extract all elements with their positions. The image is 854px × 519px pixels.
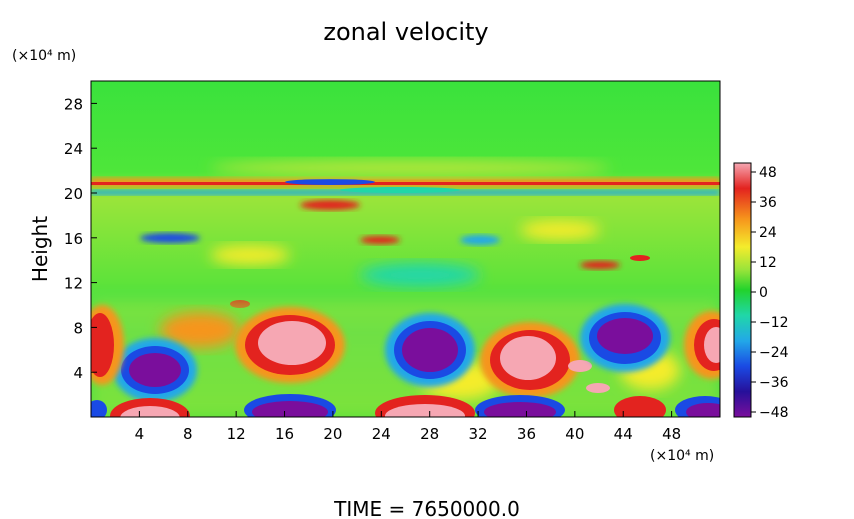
- vortex-neg-3: [580, 304, 670, 372]
- x-tick-label: 20: [323, 425, 342, 443]
- colorbar-tick-label: 24: [759, 225, 777, 241]
- mid-patch-6: [210, 245, 290, 265]
- warm-band-core: [91, 182, 720, 185]
- vortex-pos-left-edge: [91, 305, 124, 385]
- y-tick-label: 12: [64, 275, 83, 293]
- y-tick-label: 16: [64, 230, 83, 248]
- plot-frame: [90, 80, 721, 418]
- x-tick-label: 44: [614, 425, 633, 443]
- mid-patch-1: [300, 200, 360, 210]
- mid-patch-5: [460, 235, 500, 245]
- x-tick-label: 8: [183, 425, 193, 443]
- x-tick-label: 40: [565, 425, 584, 443]
- mid-patch-10: [630, 255, 650, 261]
- y-tick-label: 8: [73, 319, 83, 337]
- vortex-neg-1: [113, 338, 197, 402]
- colorbar-ticks: 48 36 24 12 0 −12 −24 −36 −48: [751, 165, 789, 421]
- colorbar-tick-label: 0: [759, 285, 768, 301]
- colorbar-tick-label: 12: [759, 255, 777, 271]
- x-tick-label: 32: [469, 425, 488, 443]
- y-tick-label: 24: [64, 140, 83, 158]
- vortex-pos-2: [480, 322, 610, 398]
- colorbar-tick-label: 48: [759, 165, 777, 181]
- colorbar-tick-label: 36: [759, 195, 777, 211]
- bottom-pos-3: [614, 396, 666, 417]
- blue-streak-upper: [285, 179, 375, 185]
- colorbar-tick-label: −12: [759, 315, 789, 331]
- x-tick-label: 4: [135, 425, 145, 443]
- y-tick-label: 4: [73, 364, 83, 382]
- y-axis-label: Height: [28, 216, 52, 282]
- x-tick-label: 28: [420, 425, 439, 443]
- bottom-neg-left: [91, 400, 107, 417]
- y-tick-label: 20: [64, 185, 83, 203]
- x-axis: 4 8 12 16 20 24 28 32 36 40 44 48: [135, 411, 681, 443]
- x-tick-label: 12: [227, 425, 246, 443]
- time-label: TIME = 7650000.0: [333, 497, 520, 519]
- bottom-neg-3: [675, 396, 720, 417]
- chart-title: zonal velocity: [323, 18, 488, 46]
- colorbar-tick-label: −36: [759, 375, 789, 391]
- x-tick-label: 48: [662, 425, 681, 443]
- vortex-pos-1: [235, 307, 345, 383]
- bottom-pos-2: [375, 395, 475, 417]
- vortex-neg-2: [385, 313, 475, 387]
- colorbar: 48 36 24 12 0 −12 −24 −36 −48: [733, 162, 789, 421]
- x-tick-label: 36: [517, 425, 536, 443]
- mid-patch-7: [520, 220, 600, 240]
- y-tick-label: 28: [64, 95, 83, 113]
- bottom-neg-2: [475, 395, 565, 417]
- mid-patch-4: [580, 261, 620, 269]
- mid-patch-3: [360, 236, 400, 244]
- colorbar-gradient: [733, 162, 752, 418]
- x-tick-label: 16: [275, 425, 294, 443]
- x-unit-label: (×10⁴ m): [650, 448, 714, 464]
- x-tick-label: 24: [372, 425, 391, 443]
- mid-patch-2: [140, 233, 200, 243]
- heatmap-plot-area: [91, 81, 720, 417]
- yellow-glow-band: [210, 160, 610, 176]
- low-orange-1: [160, 312, 240, 348]
- vortex-pos-right-edge: [684, 311, 720, 379]
- y-unit-label: (×10⁴ m): [12, 48, 76, 64]
- bottom-pos-1: [110, 398, 190, 417]
- cyan-streak: [340, 187, 460, 193]
- mid-patch-8: [360, 263, 480, 287]
- y-axis: 4 8 12 16 20 24 28: [64, 95, 97, 382]
- colorbar-tick-label: −24: [759, 345, 789, 361]
- bottom-neg-1: [244, 394, 336, 417]
- colorbar-tick-label: −48: [759, 405, 789, 421]
